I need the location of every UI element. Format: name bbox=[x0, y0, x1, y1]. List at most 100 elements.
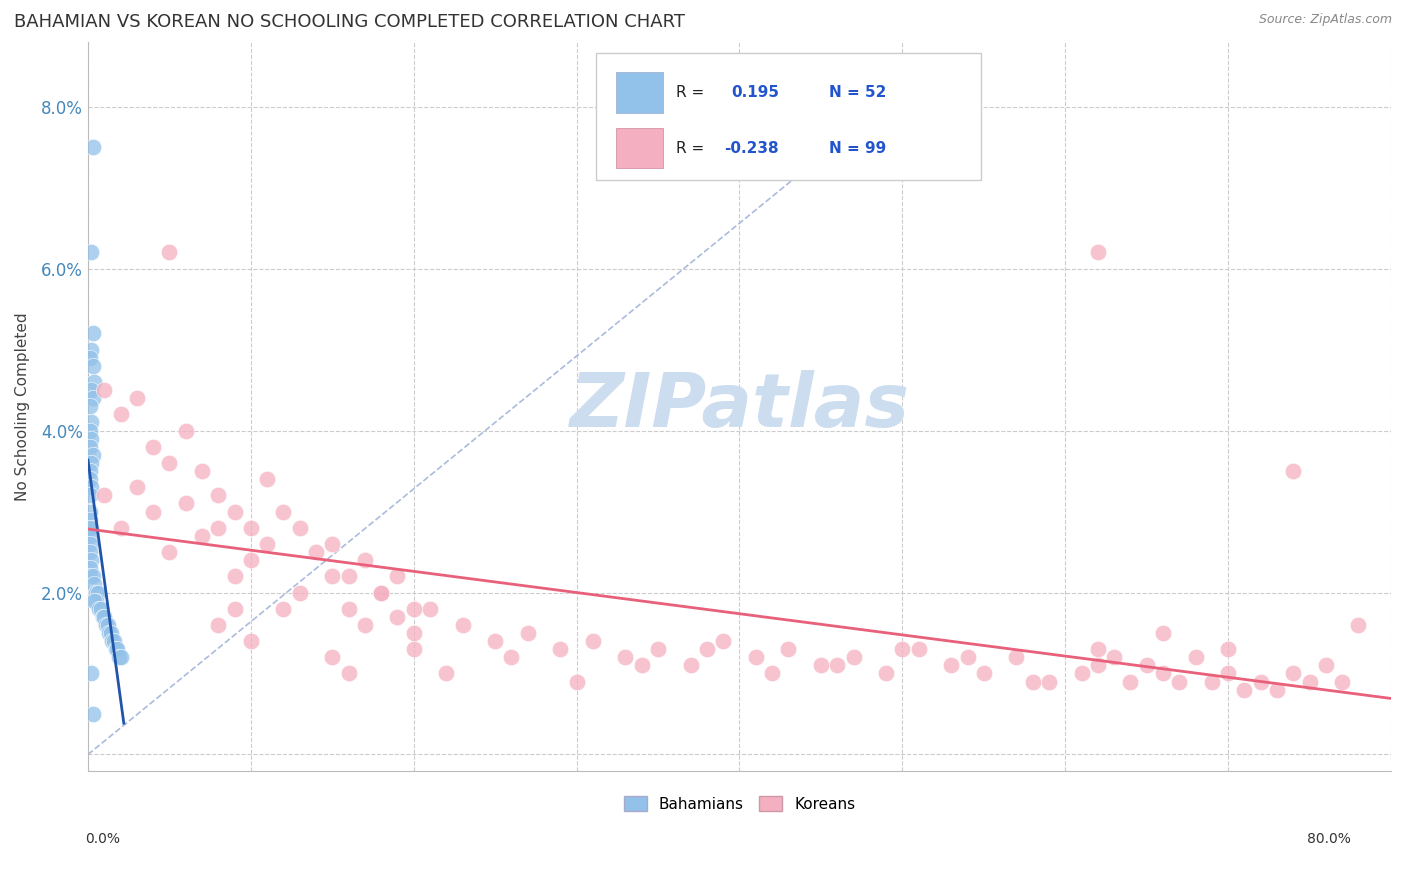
Point bbox=[370, 585, 392, 599]
Legend: Bahamians, Koreans: Bahamians, Koreans bbox=[617, 790, 862, 818]
Point bbox=[82, 706, 104, 721]
Point bbox=[1331, 674, 1354, 689]
Point bbox=[207, 521, 229, 535]
Point bbox=[337, 666, 360, 681]
Point bbox=[891, 642, 914, 657]
Point bbox=[778, 642, 800, 657]
Point bbox=[103, 634, 125, 648]
Point bbox=[273, 504, 295, 518]
Point bbox=[354, 618, 377, 632]
Point bbox=[288, 521, 311, 535]
Point bbox=[191, 464, 214, 478]
Point bbox=[582, 634, 605, 648]
Point bbox=[745, 650, 768, 665]
Point bbox=[402, 626, 425, 640]
Point bbox=[89, 601, 111, 615]
Point bbox=[825, 658, 848, 673]
Point bbox=[82, 569, 104, 583]
Point bbox=[79, 504, 101, 518]
Point bbox=[1087, 658, 1109, 673]
Point bbox=[224, 504, 246, 518]
Point bbox=[239, 521, 262, 535]
Point bbox=[484, 634, 506, 648]
Point bbox=[337, 601, 360, 615]
Point bbox=[239, 553, 262, 567]
Point bbox=[82, 326, 104, 341]
Point bbox=[79, 529, 101, 543]
Point bbox=[110, 521, 132, 535]
Point bbox=[207, 488, 229, 502]
Point bbox=[96, 618, 118, 632]
Point bbox=[434, 666, 457, 681]
Point bbox=[79, 351, 101, 365]
Point bbox=[875, 666, 897, 681]
Point bbox=[387, 609, 409, 624]
Point bbox=[1201, 674, 1223, 689]
Point bbox=[1168, 674, 1191, 689]
Point bbox=[80, 553, 103, 567]
Point bbox=[79, 424, 101, 438]
Point bbox=[501, 650, 523, 665]
Point bbox=[419, 601, 441, 615]
Point bbox=[80, 416, 103, 430]
Point bbox=[1282, 666, 1305, 681]
Point bbox=[321, 569, 343, 583]
Point bbox=[256, 472, 278, 486]
Text: 0.195: 0.195 bbox=[731, 86, 780, 100]
Point bbox=[80, 666, 103, 681]
Point bbox=[1282, 464, 1305, 478]
Text: Source: ZipAtlas.com: Source: ZipAtlas.com bbox=[1258, 13, 1392, 27]
Point bbox=[761, 666, 783, 681]
Point bbox=[337, 569, 360, 583]
Point bbox=[1038, 674, 1060, 689]
Point bbox=[80, 456, 103, 470]
Point bbox=[810, 658, 832, 673]
Point bbox=[239, 634, 262, 648]
Point bbox=[1233, 682, 1256, 697]
Point bbox=[125, 480, 148, 494]
Point bbox=[1087, 642, 1109, 657]
Point bbox=[224, 569, 246, 583]
Point bbox=[1184, 650, 1206, 665]
Point bbox=[82, 140, 104, 154]
Point bbox=[110, 650, 132, 665]
Point bbox=[907, 642, 929, 657]
Point bbox=[80, 480, 103, 494]
Point bbox=[157, 545, 180, 559]
Point bbox=[402, 642, 425, 657]
Point bbox=[402, 601, 425, 615]
Point bbox=[80, 343, 103, 357]
Point bbox=[387, 569, 409, 583]
Point bbox=[93, 609, 115, 624]
Point bbox=[82, 448, 104, 462]
Point bbox=[354, 553, 377, 567]
Point bbox=[842, 650, 865, 665]
Point bbox=[82, 359, 104, 373]
Point bbox=[108, 650, 131, 665]
Point bbox=[565, 674, 588, 689]
Point bbox=[94, 618, 117, 632]
Point bbox=[101, 634, 124, 648]
Point bbox=[79, 472, 101, 486]
Point bbox=[614, 650, 637, 665]
Text: 80.0%: 80.0% bbox=[1306, 832, 1351, 846]
Point bbox=[1119, 674, 1142, 689]
Point bbox=[157, 245, 180, 260]
Point bbox=[79, 545, 101, 559]
Point bbox=[84, 585, 107, 599]
Point bbox=[82, 391, 104, 405]
Point bbox=[1315, 658, 1337, 673]
Point bbox=[80, 383, 103, 397]
Point bbox=[1250, 674, 1272, 689]
Point bbox=[91, 609, 114, 624]
Point bbox=[142, 440, 165, 454]
FancyBboxPatch shape bbox=[616, 128, 662, 169]
Point bbox=[174, 496, 197, 510]
Point bbox=[370, 585, 392, 599]
Point bbox=[79, 488, 101, 502]
Point bbox=[516, 626, 538, 640]
Point bbox=[207, 618, 229, 632]
Y-axis label: No Schooling Completed: No Schooling Completed bbox=[15, 312, 30, 500]
Point bbox=[1005, 650, 1028, 665]
Text: R =: R = bbox=[676, 141, 709, 155]
